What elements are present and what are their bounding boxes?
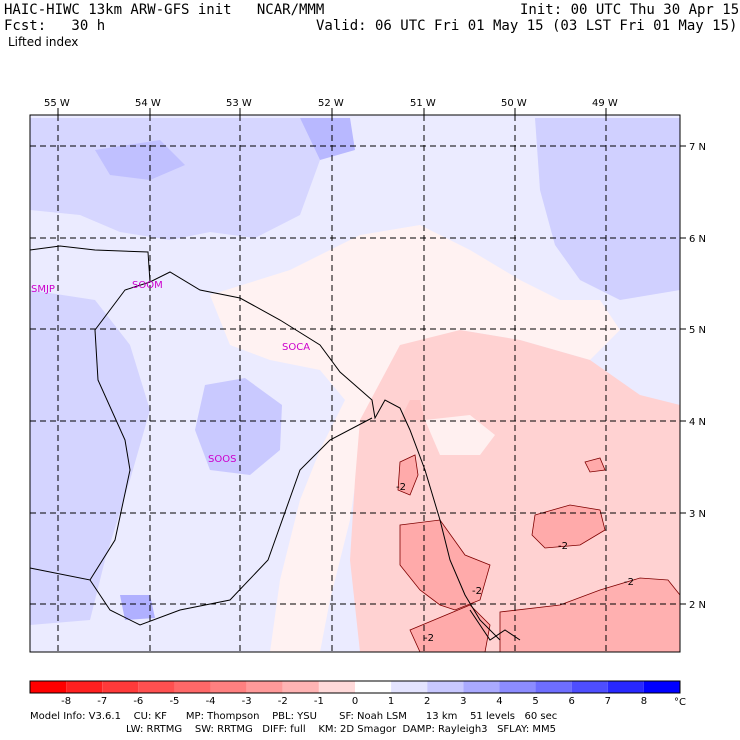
lon-label: 49 W (592, 98, 618, 109)
colorbar-tick-label: -6 (133, 696, 143, 707)
colorbar: -8 -7 -6 -5 -4 -3 -2 -1 0 1 2 3 4 5 6 7 8 (29, 680, 681, 707)
station-label: SOOS (208, 454, 236, 465)
colorbar-tick-label: -5 (169, 696, 179, 707)
station-label: SOOM (132, 280, 163, 291)
lat-label: 7 N (689, 142, 706, 153)
colorbar-tick-label: -2 (278, 696, 288, 707)
lat-label: 3 N (689, 509, 706, 520)
field-name: Lifted index (8, 35, 79, 49)
lat-label: 5 N (689, 325, 706, 336)
colorbar-swatch (30, 681, 67, 693)
colorbar-swatch (282, 681, 319, 693)
colorbar-frame (29, 680, 681, 694)
lat-label: 4 N (689, 417, 706, 428)
colorbar-swatch (210, 681, 247, 693)
colorbar-swatch (643, 681, 680, 693)
contour-label: -2 (624, 577, 634, 588)
valid-time: Valid: 06 UTC Fri 01 May 15 (03 LST Fri … (316, 18, 738, 34)
colorbar-tick-label: -8 (61, 696, 71, 707)
colorbar-swatch (174, 681, 211, 693)
contour-label: -2 (558, 541, 568, 552)
forecast-hour: Fcst: 30 h (4, 18, 106, 34)
colorbar-swatch (391, 681, 428, 693)
lon-label: 54 W (135, 98, 161, 109)
colorbar-tick-label: -3 (242, 696, 252, 707)
station-label: SMJP (31, 284, 55, 295)
colorbar-tick-label: 8 (641, 696, 647, 707)
colorbar-swatch (138, 681, 175, 693)
colorbar-swatch (246, 681, 283, 693)
init-time: Init: 00 UTC Thu 30 Apr 15 (520, 2, 740, 18)
lon-label: 53 W (226, 98, 252, 109)
colorbar-swatch (463, 681, 500, 693)
colorbar-swatch (318, 681, 355, 693)
contour-label: -2 (424, 633, 434, 644)
coastlines-borders (29, 245, 521, 641)
graticule (30, 115, 680, 652)
lat-label: 2 N (689, 600, 706, 611)
colorbar-swatch (535, 681, 572, 693)
lon-label: 51 W (410, 98, 436, 109)
colorbar-tick-label: -1 (314, 696, 324, 707)
colorbar-tick-label: 3 (460, 696, 466, 707)
model-info-line1: Model Info: V3.6.1 CU: KF MP: Thompson P… (30, 711, 558, 722)
contour-label: -2 (472, 586, 482, 597)
colorbar-tick-label: 4 (496, 696, 502, 707)
lon-label: 52 W (318, 98, 344, 109)
lat-label: 6 N (689, 234, 706, 245)
colorbar-swatch (607, 681, 644, 693)
colorbar-unit: °C (674, 697, 686, 708)
ticks (57, 108, 686, 605)
map-frame (29, 114, 681, 653)
model-info-line2: LW: RRTMG SW: RRTMG DIFF: full KM: 2D Sm… (126, 724, 556, 735)
colorbar-swatch (427, 681, 464, 693)
colorbar-tick-label: -4 (206, 696, 216, 707)
chart-title: HAIC-HIWC 13km ARW-GFS init NCAR/MMM (4, 2, 325, 18)
colorbar-tick-label: 0 (352, 696, 358, 707)
colorbar-tick-label: -7 (97, 696, 107, 707)
station-label: SOCA (282, 342, 310, 353)
colorbar-tick-label: 2 (424, 696, 430, 707)
colorbar-tick-label: 7 (605, 696, 611, 707)
contour-label: -2 (396, 482, 406, 493)
lon-label: 50 W (501, 98, 527, 109)
colorbar-tick-label: 6 (568, 696, 574, 707)
colorbar-swatch (499, 681, 536, 693)
colorbar-swatch (571, 681, 608, 693)
colorbar-swatch (66, 681, 103, 693)
colorbar-swatch (355, 681, 392, 693)
colorbar-swatch (102, 681, 139, 693)
colorbar-tick-label: 1 (388, 696, 394, 707)
lon-label: 55 W (44, 98, 70, 109)
colorbar-tick-label: 5 (532, 696, 538, 707)
